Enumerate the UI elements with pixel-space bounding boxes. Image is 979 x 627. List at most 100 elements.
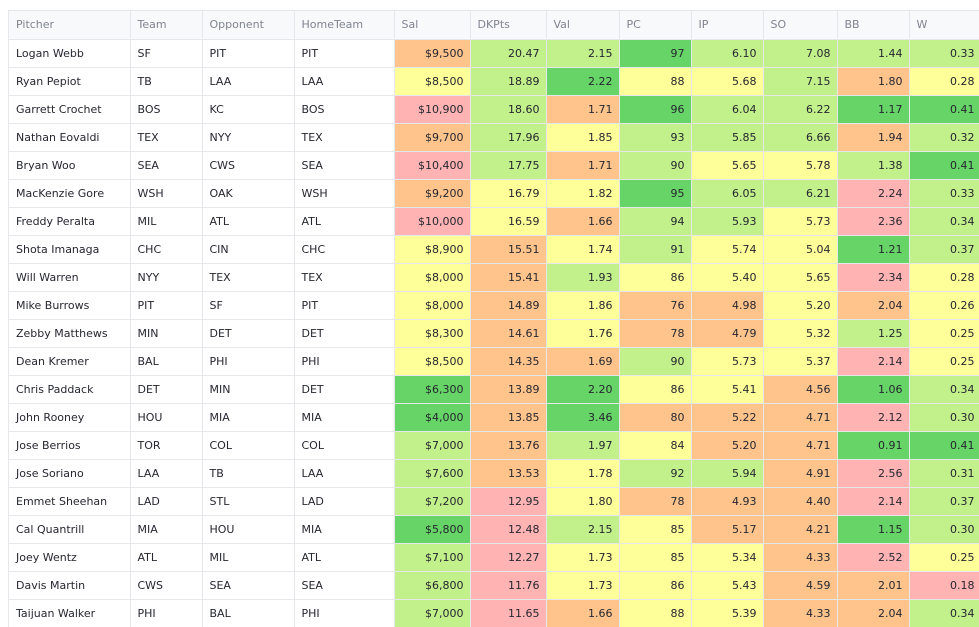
column-header-dkpts[interactable]: DKPts xyxy=(470,11,547,40)
cell-opponent[interactable]: KC xyxy=(202,95,295,124)
cell-pitcher[interactable]: Jose Soriano xyxy=(9,459,131,488)
cell-dkpts[interactable]: 20.47 xyxy=(470,39,547,68)
table-row[interactable]: Taijuan Walker PHI BAL PHI $7,000 11.65 1.66 88… xyxy=(9,599,979,627)
cell-ip[interactable]: 5.39 xyxy=(691,599,764,627)
cell-ip[interactable]: 5.43 xyxy=(691,571,764,600)
cell-opponent[interactable]: HOU xyxy=(202,515,295,544)
cell-opponent[interactable]: SEA xyxy=(202,571,295,600)
cell-dkpts[interactable]: 14.89 xyxy=(470,291,547,320)
cell-val[interactable]: 2.15 xyxy=(546,39,620,68)
cell-team[interactable]: CWS xyxy=(130,571,203,600)
cell-bb[interactable]: 1.21 xyxy=(837,235,910,264)
cell-pitcher[interactable]: Will Warren xyxy=(9,263,131,292)
cell-hometeam[interactable]: BOS xyxy=(294,95,395,124)
cell-pitcher[interactable]: Taijuan Walker xyxy=(9,599,131,627)
cell-pc[interactable]: 90 xyxy=(619,347,692,376)
table-row[interactable]: Ryan Pepiot TB LAA LAA $8,500 18.89 2.22 88 5.68… xyxy=(9,67,979,96)
cell-pitcher[interactable]: Freddy Peralta xyxy=(9,207,131,236)
cell-sal[interactable]: $8,900 xyxy=(394,235,471,264)
cell-opponent[interactable]: NYY xyxy=(202,123,295,152)
cell-sal[interactable]: $9,200 xyxy=(394,179,471,208)
cell-val[interactable]: 1.66 xyxy=(546,599,620,627)
cell-dkpts[interactable]: 11.76 xyxy=(470,571,547,600)
cell-team[interactable]: BOS xyxy=(130,95,203,124)
cell-pc[interactable]: 76 xyxy=(619,291,692,320)
column-header-bb[interactable]: BB xyxy=(837,11,910,40)
cell-w[interactable]: 0.30 xyxy=(909,403,979,432)
cell-val[interactable]: 2.15 xyxy=(546,515,620,544)
column-header-val[interactable]: Val xyxy=(546,11,620,40)
cell-opponent[interactable]: TB xyxy=(202,459,295,488)
cell-pitcher[interactable]: Ryan Pepiot xyxy=(9,67,131,96)
cell-ip[interactable]: 5.94 xyxy=(691,459,764,488)
cell-hometeam[interactable]: PHI xyxy=(294,347,395,376)
cell-bb[interactable]: 2.52 xyxy=(837,543,910,572)
column-header-opponent[interactable]: Opponent xyxy=(202,11,295,40)
column-header-sal[interactable]: Sal xyxy=(394,11,471,40)
cell-val[interactable]: 2.22 xyxy=(546,67,620,96)
cell-opponent[interactable]: OAK xyxy=(202,179,295,208)
cell-hometeam[interactable]: SEA xyxy=(294,571,395,600)
cell-val[interactable]: 1.82 xyxy=(546,179,620,208)
cell-team[interactable]: LAA xyxy=(130,459,203,488)
cell-val[interactable]: 1.86 xyxy=(546,291,620,320)
cell-w[interactable]: 0.18 xyxy=(909,571,979,600)
cell-pc[interactable]: 96 xyxy=(619,95,692,124)
cell-pitcher[interactable]: Joey Wentz xyxy=(9,543,131,572)
cell-ip[interactable]: 4.93 xyxy=(691,487,764,516)
cell-w[interactable]: 0.34 xyxy=(909,375,979,404)
cell-bb[interactable]: 1.17 xyxy=(837,95,910,124)
cell-opponent[interactable]: MIA xyxy=(202,403,295,432)
cell-bb[interactable]: 2.24 xyxy=(837,179,910,208)
cell-so[interactable]: 4.40 xyxy=(763,487,838,516)
cell-bb[interactable]: 1.38 xyxy=(837,151,910,180)
cell-val[interactable]: 1.78 xyxy=(546,459,620,488)
table-row[interactable]: MacKenzie Gore WSH OAK WSH $9,200 16.79 1.82 95… xyxy=(9,179,979,208)
cell-dkpts[interactable]: 13.89 xyxy=(470,375,547,404)
cell-bb[interactable]: 1.15 xyxy=(837,515,910,544)
cell-w[interactable]: 0.33 xyxy=(909,179,979,208)
cell-pc[interactable]: 93 xyxy=(619,123,692,152)
cell-hometeam[interactable]: TEX xyxy=(294,123,395,152)
cell-ip[interactable]: 5.85 xyxy=(691,123,764,152)
cell-hometeam[interactable]: COL xyxy=(294,431,395,460)
cell-hometeam[interactable]: WSH xyxy=(294,179,395,208)
cell-pc[interactable]: 94 xyxy=(619,207,692,236)
cell-ip[interactable]: 5.22 xyxy=(691,403,764,432)
cell-team[interactable]: MIA xyxy=(130,515,203,544)
cell-pitcher[interactable]: Nathan Eovaldi xyxy=(9,123,131,152)
cell-w[interactable]: 0.41 xyxy=(909,151,979,180)
cell-dkpts[interactable]: 14.35 xyxy=(470,347,547,376)
cell-sal[interactable]: $6,300 xyxy=(394,375,471,404)
cell-dkpts[interactable]: 15.51 xyxy=(470,235,547,264)
cell-team[interactable]: MIL xyxy=(130,207,203,236)
cell-team[interactable]: CHC xyxy=(130,235,203,264)
cell-pc[interactable]: 91 xyxy=(619,235,692,264)
cell-pitcher[interactable]: Davis Martin xyxy=(9,571,131,600)
cell-bb[interactable]: 1.44 xyxy=(837,39,910,68)
cell-hometeam[interactable]: LAA xyxy=(294,459,395,488)
cell-dkpts[interactable]: 15.41 xyxy=(470,263,547,292)
cell-w[interactable]: 0.34 xyxy=(909,599,979,627)
cell-so[interactable]: 4.33 xyxy=(763,543,838,572)
cell-bb[interactable]: 2.34 xyxy=(837,263,910,292)
cell-team[interactable]: WSH xyxy=(130,179,203,208)
cell-bb[interactable]: 1.25 xyxy=(837,319,910,348)
cell-so[interactable]: 7.08 xyxy=(763,39,838,68)
cell-w[interactable]: 0.33 xyxy=(909,39,979,68)
cell-pitcher[interactable]: Chris Paddack xyxy=(9,375,131,404)
cell-dkpts[interactable]: 13.53 xyxy=(470,459,547,488)
cell-val[interactable]: 1.74 xyxy=(546,235,620,264)
cell-so[interactable]: 6.66 xyxy=(763,123,838,152)
cell-hometeam[interactable]: TEX xyxy=(294,263,395,292)
cell-sal[interactable]: $7,200 xyxy=(394,487,471,516)
cell-pitcher[interactable]: Zebby Matthews xyxy=(9,319,131,348)
cell-hometeam[interactable]: CHC xyxy=(294,235,395,264)
cell-team[interactable]: TEX xyxy=(130,123,203,152)
cell-opponent[interactable]: CWS xyxy=(202,151,295,180)
cell-bb[interactable]: 2.01 xyxy=(837,571,910,600)
cell-sal[interactable]: $7,000 xyxy=(394,599,471,627)
cell-pc[interactable]: 78 xyxy=(619,319,692,348)
table-row[interactable]: Will Warren NYY TEX TEX $8,000 15.41 1.93 86 5.4… xyxy=(9,263,979,292)
cell-dkpts[interactable]: 18.89 xyxy=(470,67,547,96)
